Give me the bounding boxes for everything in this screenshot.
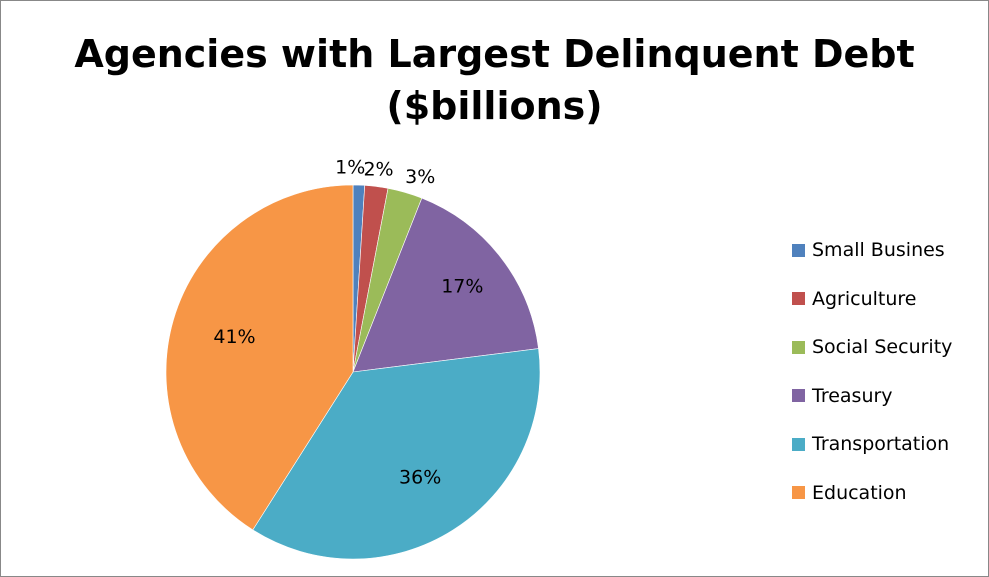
legend-swatch	[792, 486, 805, 500]
data-label-treasury: 17%	[441, 276, 483, 298]
data-label-transportation: 36%	[399, 466, 441, 488]
legend-item-small-business: Small Busines	[792, 226, 982, 275]
legend-item-education: Education	[792, 469, 982, 518]
legend-item-treasury: Treasury	[792, 372, 982, 421]
legend-swatch	[792, 340, 805, 354]
legend-swatch	[792, 437, 805, 451]
pie-slice-transportation	[252, 348, 541, 560]
chart-title-line-2: ($billions)	[386, 84, 603, 128]
pie-slice-treasury	[352, 197, 539, 373]
legend-swatch	[792, 243, 805, 257]
pie-data-labels: 1%2% 3% 17% 36% 41%	[213, 157, 483, 489]
legend-swatch	[792, 389, 805, 403]
pie-slices	[165, 184, 541, 560]
data-label-small-busines: 1%	[335, 157, 365, 179]
chart-title: Agencies with Largest Delinquent Debt ($…	[0, 28, 989, 132]
legend-item-social-security: Social Security	[792, 323, 982, 372]
data-label-agriculture: 2%	[363, 158, 393, 180]
legend-label: Small Busines	[812, 239, 945, 262]
legend-label: Social Security	[812, 336, 953, 359]
legend-label: Transportation	[812, 433, 950, 456]
legend-item-transportation: Transportation	[792, 420, 982, 469]
chart-title-line-1: Agencies with Largest Delinquent Debt	[74, 32, 915, 76]
legend-swatch	[792, 292, 805, 306]
legend-label: Treasury	[812, 384, 893, 407]
legend-label: Education	[812, 481, 907, 504]
pie-slice-education	[165, 184, 354, 531]
legend: Small Busines Agriculture Social Securit…	[792, 226, 982, 517]
legend-label: Agriculture	[812, 287, 917, 310]
data-label-social-security: 3%	[405, 166, 435, 188]
data-label-education: 41%	[213, 326, 255, 348]
legend-item-agriculture: Agriculture	[792, 275, 982, 324]
